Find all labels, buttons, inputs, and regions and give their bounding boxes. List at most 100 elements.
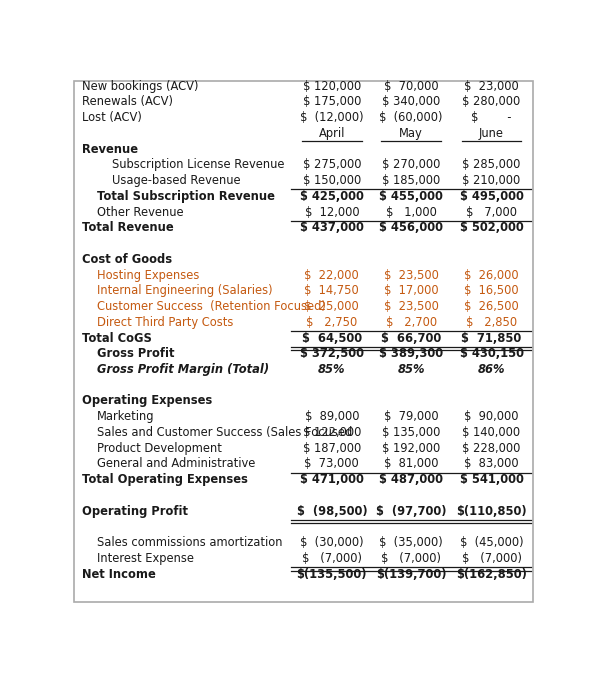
Text: $ 456,000: $ 456,000 xyxy=(379,221,443,235)
Text: General and Administrative: General and Administrative xyxy=(97,458,255,470)
Text: $   2,850: $ 2,850 xyxy=(466,316,517,329)
Text: $  23,500: $ 23,500 xyxy=(384,268,439,281)
Text: $ 285,000: $ 285,000 xyxy=(462,158,521,171)
Text: Total Revenue: Total Revenue xyxy=(82,221,174,235)
Text: $  14,750: $ 14,750 xyxy=(304,285,359,297)
Text: May: May xyxy=(400,127,423,140)
Text: Total CoGS: Total CoGS xyxy=(82,331,152,345)
Text: $  83,000: $ 83,000 xyxy=(464,458,519,470)
Text: $        -: $ - xyxy=(471,111,511,124)
Text: $  66,700: $ 66,700 xyxy=(381,331,442,345)
Text: $ 120,000: $ 120,000 xyxy=(303,80,361,93)
Text: $ 210,000: $ 210,000 xyxy=(462,174,520,187)
Text: $  (35,000): $ (35,000) xyxy=(379,536,443,549)
Text: Interest Expense: Interest Expense xyxy=(97,552,194,565)
Text: $ 372,500: $ 372,500 xyxy=(300,347,364,360)
Text: Total Subscription Revenue: Total Subscription Revenue xyxy=(97,190,275,203)
Text: $  89,000: $ 89,000 xyxy=(305,410,359,423)
Text: $ 487,000: $ 487,000 xyxy=(379,473,443,486)
Text: $  (98,500): $ (98,500) xyxy=(297,505,367,518)
Text: Usage-based Revenue: Usage-based Revenue xyxy=(112,174,240,187)
Text: $   2,700: $ 2,700 xyxy=(385,316,437,329)
Text: Sales commissions amortization: Sales commissions amortization xyxy=(97,536,282,549)
Text: $ 437,000: $ 437,000 xyxy=(300,221,363,235)
Text: $  (12,000): $ (12,000) xyxy=(300,111,363,124)
Text: $  73,000: $ 73,000 xyxy=(304,458,359,470)
Text: $  16,500: $ 16,500 xyxy=(464,285,519,297)
Text: Revenue: Revenue xyxy=(82,143,139,155)
Text: $ 340,000: $ 340,000 xyxy=(382,95,440,108)
Text: $   2,750: $ 2,750 xyxy=(306,316,358,329)
Text: $ 187,000: $ 187,000 xyxy=(303,441,361,455)
Text: $  90,000: $ 90,000 xyxy=(464,410,519,423)
Text: $  25,000: $ 25,000 xyxy=(304,300,359,313)
Text: $  79,000: $ 79,000 xyxy=(384,410,439,423)
Text: $ 280,000: $ 280,000 xyxy=(462,95,520,108)
Text: $(110,850): $(110,850) xyxy=(456,505,527,518)
Text: $ 541,000: $ 541,000 xyxy=(459,473,523,486)
Text: Marketing: Marketing xyxy=(97,410,155,423)
Text: $  12,000: $ 12,000 xyxy=(304,206,359,218)
Text: $  17,000: $ 17,000 xyxy=(384,285,439,297)
Text: $ 228,000: $ 228,000 xyxy=(462,441,521,455)
Text: June: June xyxy=(479,127,504,140)
Text: Product Development: Product Development xyxy=(97,441,222,455)
Text: $ 140,000: $ 140,000 xyxy=(462,426,520,439)
Text: Sales and Customer Success (Sales Focused: Sales and Customer Success (Sales Focuse… xyxy=(97,426,352,439)
Text: Renewals (ACV): Renewals (ACV) xyxy=(82,95,173,108)
Text: $   (7,000): $ (7,000) xyxy=(462,552,522,565)
Text: $ 192,000: $ 192,000 xyxy=(382,441,440,455)
Text: $(162,850): $(162,850) xyxy=(456,568,527,581)
Text: $  22,000: $ 22,000 xyxy=(304,268,359,281)
Text: $ 185,000: $ 185,000 xyxy=(382,174,440,187)
Text: $  (30,000): $ (30,000) xyxy=(300,536,363,549)
Text: Gross Profit Margin (Total): Gross Profit Margin (Total) xyxy=(97,363,269,376)
Text: $ 471,000: $ 471,000 xyxy=(300,473,363,486)
Text: $  64,500: $ 64,500 xyxy=(302,331,362,345)
Text: $ 455,000: $ 455,000 xyxy=(379,190,443,203)
Text: Operating Expenses: Operating Expenses xyxy=(82,395,213,408)
Text: $  23,500: $ 23,500 xyxy=(384,300,439,313)
Text: Customer Success  (Retention Focused): Customer Success (Retention Focused) xyxy=(97,300,326,313)
Text: Total Operating Expenses: Total Operating Expenses xyxy=(82,473,248,486)
Text: $  (60,000): $ (60,000) xyxy=(379,111,443,124)
Text: $(135,500): $(135,500) xyxy=(297,568,367,581)
Text: $ 122,000: $ 122,000 xyxy=(303,426,361,439)
Text: $  (97,700): $ (97,700) xyxy=(376,505,446,518)
Text: Subscription License Revenue: Subscription License Revenue xyxy=(112,158,284,171)
Text: $   1,000: $ 1,000 xyxy=(386,206,437,218)
Text: $ 389,300: $ 389,300 xyxy=(379,347,443,360)
Text: Net Income: Net Income xyxy=(82,568,156,581)
Text: Gross Profit: Gross Profit xyxy=(97,347,175,360)
Text: $  71,850: $ 71,850 xyxy=(461,331,522,345)
Text: $(139,700): $(139,700) xyxy=(376,568,446,581)
Text: Cost of Goods: Cost of Goods xyxy=(82,253,172,266)
Text: $ 430,150: $ 430,150 xyxy=(459,347,523,360)
Text: 85%: 85% xyxy=(397,363,425,376)
Text: $  26,000: $ 26,000 xyxy=(464,268,519,281)
Text: Other Revenue: Other Revenue xyxy=(97,206,184,218)
Text: Operating Profit: Operating Profit xyxy=(82,505,188,518)
Text: $  81,000: $ 81,000 xyxy=(384,458,439,470)
Text: Internal Engineering (Salaries): Internal Engineering (Salaries) xyxy=(97,285,272,297)
Text: New bookings (ACV): New bookings (ACV) xyxy=(82,80,199,93)
Text: Direct Third Party Costs: Direct Third Party Costs xyxy=(97,316,233,329)
Text: Hosting Expenses: Hosting Expenses xyxy=(97,268,200,281)
Text: $ 502,000: $ 502,000 xyxy=(459,221,523,235)
Text: $ 425,000: $ 425,000 xyxy=(300,190,363,203)
Text: $ 495,000: $ 495,000 xyxy=(459,190,523,203)
Text: $  70,000: $ 70,000 xyxy=(384,80,439,93)
Text: $   7,000: $ 7,000 xyxy=(466,206,517,218)
Text: $   (7,000): $ (7,000) xyxy=(381,552,441,565)
Text: 85%: 85% xyxy=(318,363,346,376)
Text: $ 270,000: $ 270,000 xyxy=(382,158,440,171)
Text: $   (7,000): $ (7,000) xyxy=(302,552,362,565)
Text: $ 175,000: $ 175,000 xyxy=(303,95,361,108)
Text: $  23,000: $ 23,000 xyxy=(464,80,519,93)
Text: $ 135,000: $ 135,000 xyxy=(382,426,440,439)
Text: $  26,500: $ 26,500 xyxy=(464,300,519,313)
Text: 86%: 86% xyxy=(478,363,505,376)
Text: $  (45,000): $ (45,000) xyxy=(460,536,523,549)
Text: April: April xyxy=(318,127,345,140)
Text: $ 150,000: $ 150,000 xyxy=(303,174,361,187)
